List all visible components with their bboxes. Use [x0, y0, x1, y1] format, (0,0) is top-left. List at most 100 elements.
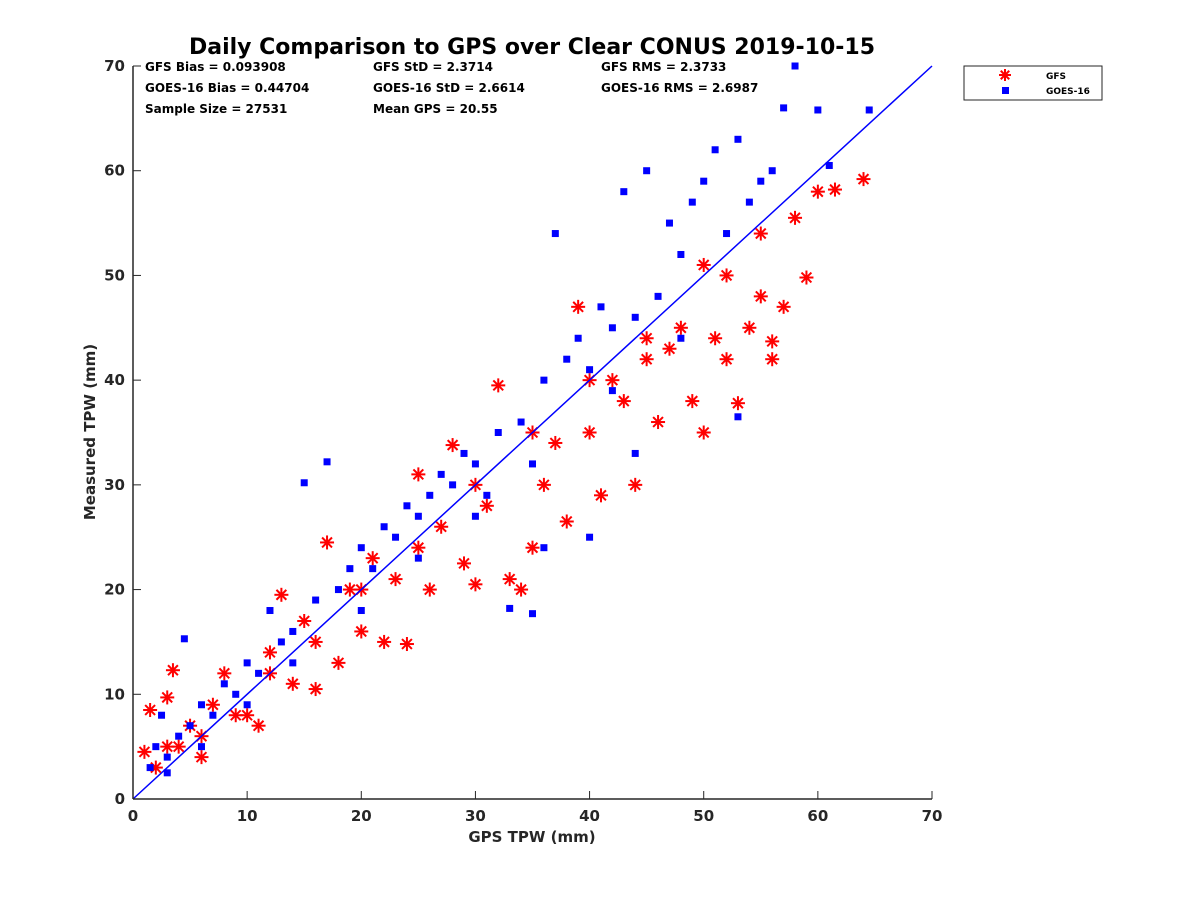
- goes16-point: [688, 198, 696, 206]
- x-tick-label: 20: [351, 807, 372, 825]
- goes16-point: [586, 366, 594, 374]
- gfs-point: [639, 331, 654, 346]
- gfs-point: [753, 289, 768, 304]
- stat-text: GFS StD = 2.3714: [373, 60, 493, 74]
- gfs-point: [514, 582, 529, 597]
- gfs-point: [399, 637, 414, 652]
- stat-text: Sample Size = 27531: [145, 102, 287, 116]
- gfs-point: [320, 535, 335, 550]
- stat-text: Mean GPS = 20.55: [373, 102, 498, 116]
- plot-area: [132, 62, 933, 800]
- goes16-point: [608, 387, 616, 395]
- gfs-point: [479, 498, 494, 513]
- goes16-point: [392, 533, 400, 541]
- goes16-point: [220, 680, 228, 688]
- goes16-point: [734, 413, 742, 421]
- goes16-point: [865, 106, 873, 114]
- goes16-point: [163, 769, 171, 777]
- goes16-point: [483, 491, 491, 499]
- goes16-point: [243, 701, 251, 709]
- gfs-point: [308, 682, 323, 697]
- gfs-point: [251, 718, 266, 733]
- gfs-point: [730, 396, 745, 411]
- gfs-point: [662, 341, 677, 356]
- goes16-point: [289, 659, 297, 667]
- goes16-point: [197, 701, 205, 709]
- gfs-point: [274, 587, 289, 602]
- goes16-point: [232, 690, 240, 698]
- gfs-point: [856, 172, 871, 187]
- goes16-point: [825, 161, 833, 169]
- gfs-point: [719, 352, 734, 367]
- y-tick-label: 0: [115, 790, 125, 808]
- y-tick-label: 50: [104, 266, 125, 284]
- goes16-point: [700, 177, 708, 185]
- gfs-point: [388, 572, 403, 587]
- gfs-point: [165, 663, 180, 678]
- stat-text: GOES-16 RMS = 2.6987: [601, 81, 758, 95]
- goes16-point: [529, 460, 536, 468]
- x-tick-label: 40: [579, 807, 600, 825]
- goes16-point: [152, 743, 160, 751]
- gfs-point: [639, 352, 654, 367]
- gfs-point: [285, 676, 300, 691]
- gfs-point: [708, 331, 723, 346]
- gfs-point: [799, 270, 814, 285]
- x-tick-label: 50: [693, 807, 714, 825]
- goes16-point: [277, 638, 285, 646]
- goes16-point: [334, 586, 342, 594]
- gfs-point: [365, 551, 380, 566]
- goes16-point: [449, 481, 457, 489]
- goes16-point: [654, 292, 662, 300]
- goes16-point: [597, 303, 605, 311]
- gfs-point: [445, 438, 460, 453]
- gfs-point: [696, 425, 711, 440]
- one-to-one-line: [132, 65, 933, 800]
- goes16-point: [471, 512, 479, 520]
- goes16-point: [369, 565, 377, 573]
- goes16-point: [791, 62, 799, 70]
- stat-text: GOES-16 Bias = 0.44704: [145, 81, 309, 95]
- goes16-point: [574, 334, 582, 342]
- goes16-point: [289, 627, 297, 635]
- legend-square-icon: [1002, 87, 1009, 94]
- goes16-point: [243, 659, 251, 667]
- gfs-point: [536, 477, 551, 492]
- goes16-point: [175, 732, 183, 740]
- goes16-point: [163, 753, 171, 761]
- stat-text: GFS Bias = 0.093908: [145, 60, 286, 74]
- goes16-point: [814, 106, 822, 114]
- gfs-point: [548, 435, 563, 450]
- gfs-point: [628, 477, 643, 492]
- stat-text: GFS RMS = 2.3733: [601, 60, 726, 74]
- gfs-point: [143, 702, 158, 717]
- gfs-point: [422, 582, 437, 597]
- gfs-point: [827, 182, 842, 197]
- x-tick-label: 60: [807, 807, 828, 825]
- gfs-point: [788, 210, 803, 225]
- gfs-point: [810, 184, 825, 199]
- gfs-point: [776, 299, 791, 314]
- gfs-point: [217, 666, 232, 681]
- gfs-point: [160, 739, 175, 754]
- goes16-point: [517, 418, 525, 426]
- gfs-point: [593, 488, 608, 503]
- x-axis-label: GPS TPW (mm): [468, 828, 595, 846]
- goes16-point: [734, 135, 742, 143]
- stat-text: GOES-16 StD = 2.6614: [373, 81, 525, 95]
- y-tick-label: 30: [104, 476, 125, 494]
- goes16-point: [506, 604, 514, 612]
- goes16-point: [768, 167, 776, 175]
- gfs-point: [765, 352, 780, 367]
- gfs-point: [651, 415, 666, 430]
- y-tick-label: 10: [104, 685, 125, 703]
- x-tick-label: 10: [237, 807, 258, 825]
- goes16-point: [209, 711, 217, 719]
- goes16-point: [780, 104, 788, 112]
- goes16-point: [529, 610, 536, 618]
- goes16-point: [608, 324, 616, 332]
- goes16-point: [723, 230, 731, 238]
- goes16-point: [414, 512, 422, 520]
- goes16-point: [471, 460, 479, 468]
- gfs-point: [468, 577, 483, 592]
